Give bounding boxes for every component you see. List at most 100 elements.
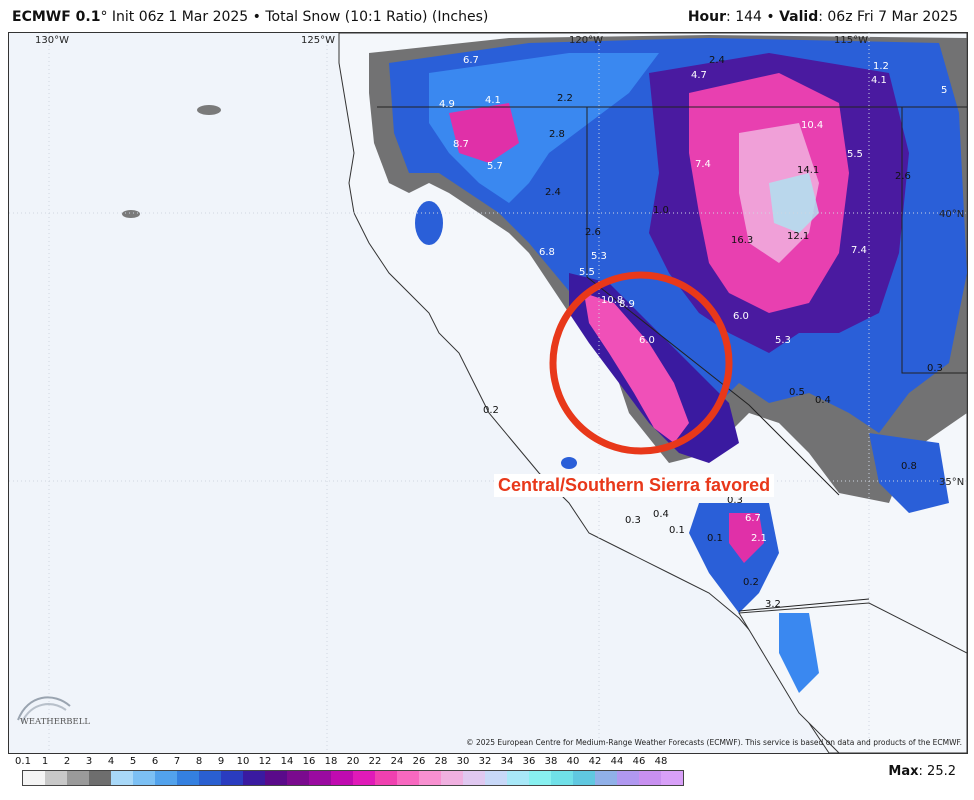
- colorbar-swatch: [265, 771, 287, 785]
- value-label: 0.3: [927, 363, 943, 374]
- hour-value: : 144 •: [726, 9, 780, 25]
- colorbar-tick-label: 28: [434, 756, 448, 767]
- colorbar-tick-label: 8: [195, 756, 203, 767]
- lon-label-130: 130°W: [35, 35, 69, 46]
- latitude-labels: 40°N 35°N: [939, 209, 964, 488]
- model-name: ECMWF 0.1: [12, 9, 101, 25]
- value-label: 16.3: [731, 235, 753, 246]
- colorbar-tick-label: 7: [173, 756, 181, 767]
- lon-label-120: 120°W: [569, 35, 603, 46]
- colorbar-swatch: [551, 771, 573, 785]
- colorbar-swatch: [155, 771, 177, 785]
- copyright-text: © 2025 European Centre for Medium-Range …: [466, 738, 962, 747]
- colorbar-tick-label: 24: [390, 756, 404, 767]
- annotation-label: Central/Southern Sierra favored: [494, 474, 775, 497]
- colorbar-swatch: [331, 771, 353, 785]
- valid-label: Valid: [779, 9, 819, 25]
- colorbar-swatch: [639, 771, 661, 785]
- colorbar-swatch: [89, 771, 111, 785]
- hour-label: Hour: [687, 9, 727, 25]
- value-label: 0.5: [789, 387, 805, 398]
- header-right: Hour: 144 • Valid: 06z Fri 7 Mar 2025: [688, 9, 958, 25]
- colorbar-tick-label: 2: [63, 756, 71, 767]
- colorbar-tick-label: 36: [522, 756, 536, 767]
- value-label: 0.4: [815, 395, 831, 406]
- colorbar-tick-label: 44: [610, 756, 624, 767]
- colorbar-swatch: [617, 771, 639, 785]
- value-label: 5.7: [487, 161, 503, 172]
- colorbar-swatch: [199, 771, 221, 785]
- colorbar-swatch: [507, 771, 529, 785]
- max-readout: Max: 25.2: [888, 764, 956, 779]
- value-label: 2.4: [545, 187, 561, 198]
- colorbar-tick-label: 46: [632, 756, 646, 767]
- value-label: 0.1: [707, 533, 723, 544]
- colorbar-swatch: [353, 771, 375, 785]
- value-label: 2.4: [709, 55, 725, 66]
- colorbar-tick-label: 0.1: [15, 756, 31, 767]
- colorbar-tick-label: 14: [280, 756, 294, 767]
- colorbar-swatch: [595, 771, 617, 785]
- value-label: 6.7: [745, 513, 761, 524]
- graticule: [9, 33, 967, 753]
- colorbar-tick-label: 18: [324, 756, 338, 767]
- colorbar-tick-label: 32: [478, 756, 492, 767]
- value-label: 2.8: [549, 129, 565, 140]
- init-text: ° Init 06z 1 Mar 2025 • Total Snow (10:1…: [100, 9, 489, 25]
- value-label: 6.7: [463, 55, 479, 66]
- value-label: 6.0: [639, 335, 655, 346]
- header-left: ECMWF 0.1° Init 06z 1 Mar 2025 • Total S…: [12, 9, 488, 25]
- colorbar-tick-label: 1: [41, 756, 49, 767]
- highlight-circle: [549, 271, 733, 455]
- colorbar-swatch: [177, 771, 199, 785]
- colorbar-tick-label: 10: [236, 756, 250, 767]
- value-label: 2.2: [557, 93, 573, 104]
- value-label: 14.1: [797, 165, 819, 176]
- colorbar-tick-label: 40: [566, 756, 580, 767]
- colorbar-tick-label: 4: [107, 756, 115, 767]
- value-label: 4.1: [871, 75, 887, 86]
- colorbar-swatch: [485, 771, 507, 785]
- colorbar-swatch: [243, 771, 265, 785]
- colorbar-swatch: [573, 771, 595, 785]
- colorbar-swatch: [23, 771, 45, 785]
- colorbar-swatch: [419, 771, 441, 785]
- colorbar: [22, 770, 684, 786]
- lat-label-40: 40°N: [939, 209, 964, 220]
- value-label: 2.1: [751, 533, 767, 544]
- value-label: 4.1: [485, 95, 501, 106]
- value-label: 8.9: [619, 299, 635, 310]
- value-label: 0.3: [625, 515, 641, 526]
- colorbar-swatch: [375, 771, 397, 785]
- colorbar-tick-label: 48: [654, 756, 668, 767]
- colorbar-swatch: [309, 771, 331, 785]
- value-label: 0.4: [653, 509, 669, 520]
- colorbar-swatch: [111, 771, 133, 785]
- colorbar-swatch: [661, 771, 683, 785]
- snow-map: 130°W 125°W 120°W 115°W 40°N 35°N 6.7 4.…: [8, 32, 968, 754]
- value-label: 7.4: [851, 245, 867, 256]
- colorbar-tick-label: 12: [258, 756, 272, 767]
- value-label: 5.3: [591, 251, 607, 262]
- value-label: 1.0: [653, 205, 669, 216]
- value-label: 1.2: [873, 61, 889, 72]
- value-label: 6.0: [733, 311, 749, 322]
- colorbar-swatch: [133, 771, 155, 785]
- value-label: 5.5: [847, 149, 863, 160]
- lat-label-35: 35°N: [939, 477, 964, 488]
- value-label: 4.9: [439, 99, 455, 110]
- value-label: 5: [941, 85, 947, 96]
- value-label: 5.3: [775, 335, 791, 346]
- longitude-labels: 130°W 125°W 120°W 115°W: [35, 35, 868, 46]
- colorbar-tick-label: 3: [85, 756, 93, 767]
- value-label: 0.1: [669, 525, 685, 536]
- colorbar-ticks: 0.1 1 2 3 4 5 6 7 8 9 10 12 14 16 18 20 22 24 26 28 30 32 34 36…: [15, 756, 702, 768]
- max-label: Max: [888, 764, 919, 779]
- logo-graphic: WEATHERBELL: [17, 696, 90, 727]
- colorbar-tick-label: 30: [456, 756, 470, 767]
- weatherbell-logo: WEATHERBELL: [14, 690, 94, 736]
- colorbar-tick-label: 9: [217, 756, 225, 767]
- value-label: 6.8: [539, 247, 555, 258]
- colorbar-swatch: [45, 771, 67, 785]
- value-label: 0.3: [727, 495, 743, 506]
